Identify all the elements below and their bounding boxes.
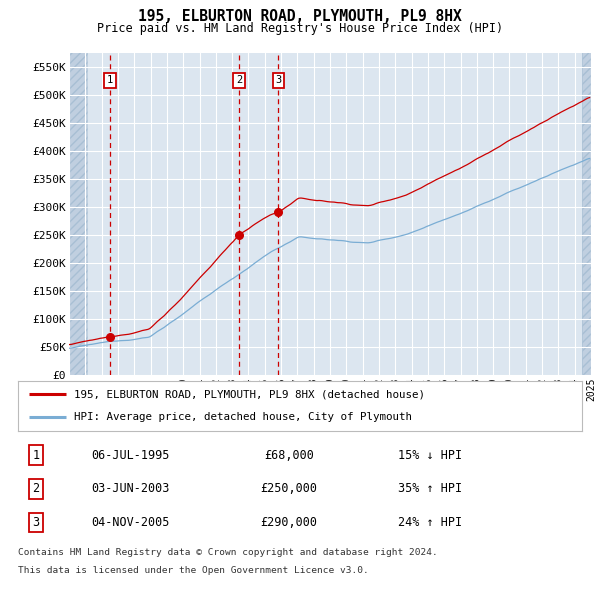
Text: 3: 3 <box>275 76 281 86</box>
Text: 1: 1 <box>32 448 40 461</box>
Bar <box>69 39 86 375</box>
Text: This data is licensed under the Open Government Licence v3.0.: This data is licensed under the Open Gov… <box>18 566 369 575</box>
Text: 195, ELBURTON ROAD, PLYMOUTH, PL9 8HX: 195, ELBURTON ROAD, PLYMOUTH, PL9 8HX <box>138 9 462 24</box>
Text: 15% ↓ HPI: 15% ↓ HPI <box>398 448 462 461</box>
Text: Contains HM Land Registry data © Crown copyright and database right 2024.: Contains HM Land Registry data © Crown c… <box>18 548 438 556</box>
Text: 03-JUN-2003: 03-JUN-2003 <box>92 482 170 496</box>
Text: Price paid vs. HM Land Registry's House Price Index (HPI): Price paid vs. HM Land Registry's House … <box>97 22 503 35</box>
Bar <box>581 39 591 375</box>
Text: 2: 2 <box>32 482 40 496</box>
Text: 06-JUL-1995: 06-JUL-1995 <box>92 448 170 461</box>
Text: HPI: Average price, detached house, City of Plymouth: HPI: Average price, detached house, City… <box>74 412 412 422</box>
Bar <box>69 39 86 375</box>
Text: 04-NOV-2005: 04-NOV-2005 <box>92 516 170 529</box>
Text: 195, ELBURTON ROAD, PLYMOUTH, PL9 8HX (detached house): 195, ELBURTON ROAD, PLYMOUTH, PL9 8HX (d… <box>74 389 425 399</box>
Text: 3: 3 <box>32 516 40 529</box>
Text: £250,000: £250,000 <box>260 482 317 496</box>
Text: 1: 1 <box>107 76 113 86</box>
Text: £290,000: £290,000 <box>260 516 317 529</box>
Bar <box>581 39 591 375</box>
Text: 2: 2 <box>236 76 242 86</box>
Text: £68,000: £68,000 <box>264 448 314 461</box>
Text: 24% ↑ HPI: 24% ↑ HPI <box>398 516 462 529</box>
Text: 35% ↑ HPI: 35% ↑ HPI <box>398 482 462 496</box>
